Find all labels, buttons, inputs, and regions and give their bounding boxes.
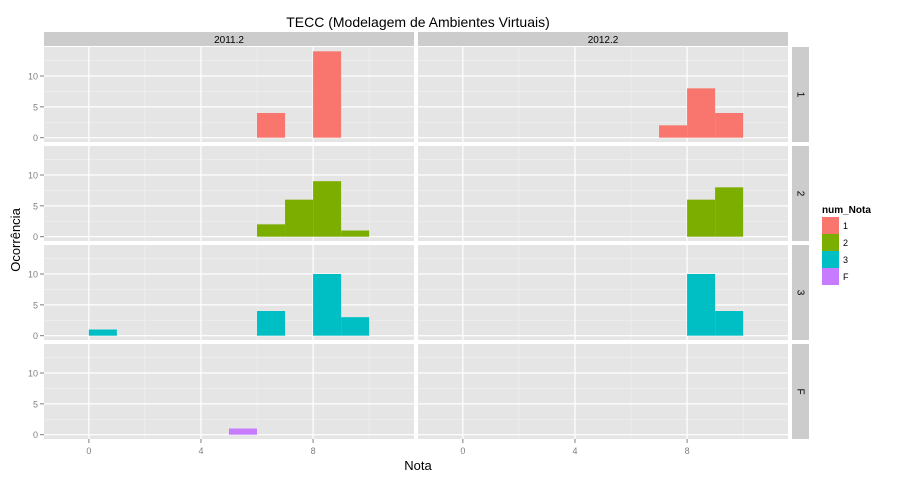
legend-key (822, 217, 839, 234)
histogram-bar (88, 329, 117, 336)
row-strip (792, 47, 809, 142)
y-tick-label: 5 (33, 300, 38, 310)
histogram-bar (257, 224, 286, 237)
y-tick-label: 10 (28, 170, 38, 180)
chart-title: TECC (Modelagem de Ambientes Virtuais) (286, 14, 550, 30)
panel-background (44, 344, 414, 439)
column-strip-label: 2011.2 (214, 35, 244, 46)
histogram-bar (715, 113, 744, 138)
histogram-bar (687, 88, 716, 138)
y-tick-label: 5 (33, 201, 38, 211)
y-tick-label: 0 (33, 430, 38, 440)
y-tick-label: 10 (28, 269, 38, 279)
histogram-bar (229, 428, 258, 435)
x-tick-label: 0 (86, 446, 91, 456)
x-tick-label: 8 (311, 446, 316, 456)
legend-label: F (843, 272, 849, 282)
x-tick-label: 8 (685, 446, 690, 456)
y-tick-label: 0 (33, 331, 38, 341)
legend-key (822, 268, 839, 285)
panel-background (44, 146, 414, 241)
histogram-bar (313, 273, 342, 336)
panels-layer: 2011.2 2012.2 1 2 3 F 0 5 10 0 5 10 0 5 10 0 5 10 0 4 8 0 4 8 (28, 32, 809, 456)
histogram-bar (687, 199, 716, 237)
legend-label: 2 (843, 238, 848, 248)
histogram-bar (715, 311, 744, 336)
panel-background (44, 47, 414, 142)
x-tick-label: 4 (198, 446, 203, 456)
y-tick-label: 0 (33, 133, 38, 143)
panel-background (418, 344, 788, 439)
row-strip-label: F (795, 388, 806, 394)
x-tick-label: 4 (572, 446, 577, 456)
legend-title: num_Nota (822, 205, 871, 216)
legend-label: 1 (843, 221, 848, 231)
row-strip (792, 344, 809, 439)
x-axis-label: Nota (404, 458, 432, 473)
legend: num_Nota 1 2 3 F (822, 205, 871, 285)
row-strip-label: 2 (795, 191, 806, 197)
histogram-bar (687, 273, 716, 336)
y-tick-label: 0 (33, 232, 38, 242)
histogram-bar (257, 311, 286, 336)
histogram-bar (313, 51, 342, 138)
legend-key (822, 234, 839, 251)
histogram-bar (285, 199, 314, 237)
x-tick-label: 0 (460, 446, 465, 456)
column-strip (418, 32, 788, 46)
histogram-bar (341, 230, 370, 237)
y-tick-label: 5 (33, 102, 38, 112)
histogram-bar (341, 317, 370, 336)
row-strip (792, 245, 809, 340)
row-strip (792, 146, 809, 241)
y-tick-label: 10 (28, 71, 38, 81)
column-strip-label: 2012.2 (588, 35, 619, 46)
legend-label: 3 (843, 255, 848, 265)
row-strip-label: 3 (795, 290, 806, 296)
y-tick-label: 5 (33, 399, 38, 409)
histogram-bar (257, 113, 286, 138)
histogram-bar (715, 187, 744, 237)
legend-key (822, 251, 839, 268)
histogram-bar (659, 125, 688, 138)
row-strip-label: 1 (795, 92, 806, 98)
y-tick-label: 10 (28, 368, 38, 378)
histogram-bar (313, 181, 342, 237)
y-axis-label: Ocorrência (8, 207, 23, 271)
column-strip (44, 32, 414, 46)
